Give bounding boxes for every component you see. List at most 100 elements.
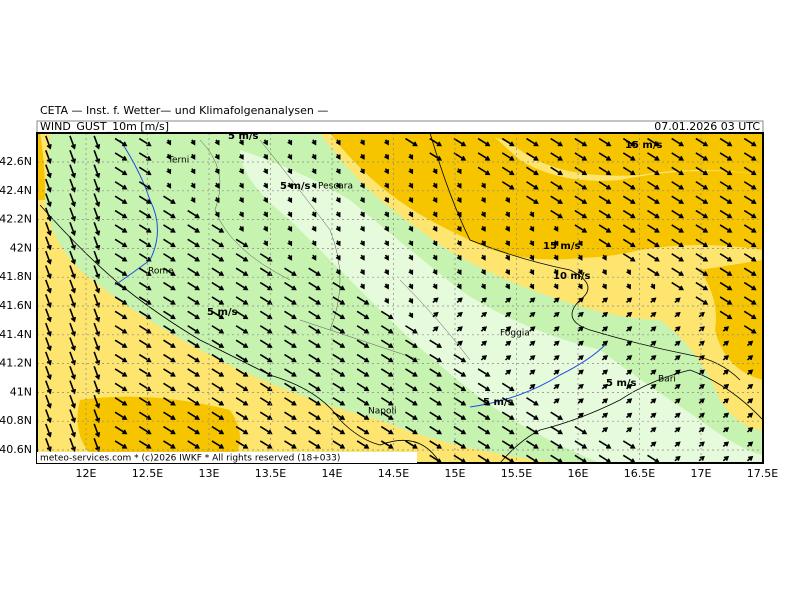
wind-arrow [529,326,536,332]
wind-arrow [187,339,201,348]
wind-arrow [695,296,709,305]
wind-arrow [429,397,443,406]
wind-arrow [384,269,389,276]
wind-arrow [722,398,730,404]
wind-arrow [719,166,733,176]
wind-arrow [359,225,365,232]
wind-arrow [259,411,273,420]
wind-arrow [45,193,52,208]
wind-arrow [69,222,76,236]
wind-arrow [647,137,660,147]
wind-arrow [238,168,244,175]
lat-label: 42.2N [0,213,32,226]
wind-arrow [311,153,317,160]
wind-arrow [650,441,657,447]
wind-arrow [601,383,609,390]
wind-arrow [69,279,76,294]
wind-arrow [166,153,172,160]
wind-arrow [263,182,268,189]
lon-label: 12.5E [132,467,163,480]
wind-arrow [674,398,681,404]
lon-label: 12E [76,467,97,480]
wind-arrow [743,296,757,305]
wind-arrow [674,311,681,318]
wind-arrow [625,340,633,347]
wind-arrow [163,368,176,377]
wind-arrow [69,438,76,452]
wind-arrow [263,197,268,204]
wind-arrow [235,325,249,334]
wind-arrow [380,382,394,392]
wind-arrow [453,440,467,449]
wind-arrow [408,153,414,160]
wind-arrow [453,353,467,363]
wind-arrow [598,195,612,204]
wind-arrow [671,281,685,291]
wind-arrow [577,398,584,404]
wind-arrow [698,383,705,390]
wind-arrow [93,394,101,409]
wind-arrow [429,425,443,435]
wind-arrow [456,182,462,189]
wind-arrow [263,225,268,232]
wind-arrow [743,310,757,320]
wind-arrow [235,353,249,363]
wind-arrow [69,178,76,193]
wind-arrow [625,398,633,404]
wind-arrow [138,253,152,262]
wind-arrow [626,283,631,290]
wind-arrow [284,325,297,334]
wind-arrow [384,139,389,146]
lon-label: 15E [445,467,466,480]
wind-arrow [114,425,128,435]
wind-arrow [163,411,176,420]
wind-arrow [356,411,370,420]
wind-arrow [480,311,488,318]
wind-arrow [45,438,52,452]
wind-arrow [93,409,101,424]
lat-label: 41.2N [0,357,32,370]
wind-arrow [287,254,293,261]
wind-arrow [284,411,297,420]
wind-arrow [114,382,128,392]
wind-arrow [138,195,152,204]
wind-arrow [529,340,536,347]
wind-arrow [45,394,52,409]
wind-arrow [114,238,128,248]
wind-arrow [719,267,733,276]
wind-arrow [405,397,418,406]
wind-arrow [574,425,588,435]
wind-arrow [647,152,660,161]
wind-arrow [408,283,414,290]
wind-arrow [456,311,463,318]
wind-arrow [598,224,612,233]
wind-arrow [356,339,370,348]
lon-label: 15.5E [501,467,532,480]
wind-arrow [408,211,414,218]
wind-arrow [698,441,705,447]
wind-arrow [526,137,539,147]
wind-arrow [550,440,564,449]
wind-arrow [308,425,322,435]
wind-arrow [163,440,176,449]
wind-arrow [695,195,709,204]
wind-arrow [550,425,564,435]
wind-arrow [695,181,709,190]
wind-arrow [598,137,612,147]
wind-arrow [647,238,660,248]
wind-arrow [553,269,559,276]
wind-arrow [626,269,631,276]
wind-arrow [69,380,76,395]
wind-arrow [480,225,486,232]
wind-arrow [529,211,535,218]
wind-arrow [695,224,709,233]
wind-arrow [284,310,297,320]
wind-arrow [235,238,249,248]
wind-arrow [695,152,709,161]
wind-arrow [380,397,394,406]
wind-arrow [622,166,636,176]
wind-arrow [408,312,414,319]
wind-arrow [501,137,515,147]
wind-arrow [163,339,176,348]
wind-arrow [674,340,681,347]
